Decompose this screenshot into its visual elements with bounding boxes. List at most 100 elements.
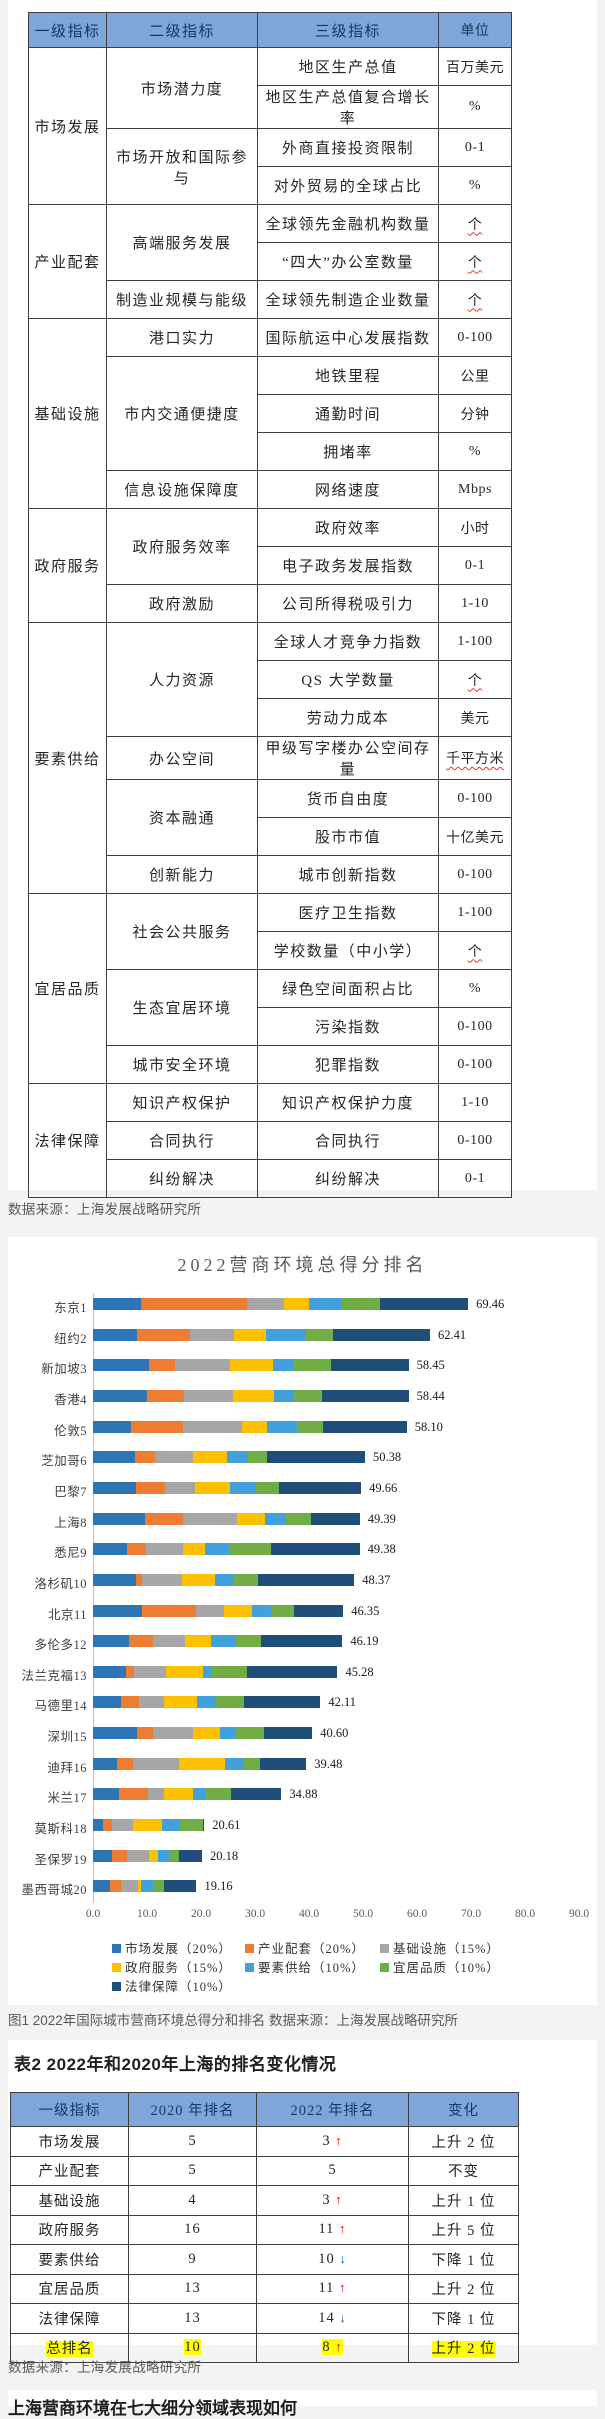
level2-indicator-cell: 市场潜力度: [106, 47, 258, 129]
bar-segment: [212, 1665, 248, 1678]
chart-city-label: 墨西哥城20: [21, 1883, 87, 1898]
level3-indicator-cell: 城市创新指数: [257, 855, 439, 894]
chart-row: 深圳15 40.60: [8, 1725, 597, 1744]
table1-header: 三级指标: [257, 12, 439, 48]
bar-total-label: 46.19: [350, 1634, 379, 1649]
indicator-cell: 政府服务: [10, 2214, 129, 2245]
bar-segment: [183, 1512, 238, 1525]
level2-indicator-cell: 生态宜居环境: [106, 969, 258, 1046]
table1-row: 要素供给 人力资源 全球人才竞争力指数 1-100: [28, 622, 512, 894]
bar-segment: [331, 1359, 409, 1372]
bar-segment: [182, 1573, 216, 1586]
level2-indicator-cell: 高端服务发展: [106, 204, 258, 281]
bar-segment: [116, 1757, 133, 1770]
stacked-bar: [93, 1604, 344, 1617]
level3-indicator-cell: 劳动力成本: [257, 698, 439, 737]
x-axis-tick-label: 50.0: [352, 1908, 374, 1920]
bar-segment: [120, 1696, 139, 1709]
unit-cell: 1-100: [438, 893, 512, 932]
table2-row: 政府服务 16 11 ↑ 上升 5 位: [10, 2214, 519, 2245]
change-cell: 不变: [408, 2155, 519, 2186]
bar-segment: [215, 1573, 235, 1586]
bar-segment: [93, 1389, 147, 1402]
table1-row: 电子政务发展指数 0-1: [29, 546, 512, 585]
rank-2022-cell: 14 ↓: [256, 2303, 409, 2334]
next-section-heading: 上海营商环境在七大细分领域表现如何: [8, 2399, 297, 2418]
bar-segment: [147, 1389, 184, 1402]
unit-cell: 分钟: [438, 394, 512, 433]
change-cell: 上升 2 位: [408, 2273, 519, 2304]
table1-row: 制造业规模与能级 全球领先制造企业数量个: [29, 280, 512, 319]
level3-indicator-cell: 全球领先制造企业数量: [257, 280, 439, 319]
chart-row: 东京1 69.46: [8, 1296, 597, 1315]
bar-segment: [247, 1665, 338, 1678]
bar-segment: [225, 1757, 243, 1770]
bar-segment: [247, 1298, 284, 1310]
level2-indicator-cell: 市场开放和国际参与: [106, 128, 258, 205]
table1-row: 市场开放和国际参与 外商直接投资限制 0-1: [29, 128, 512, 205]
bar-segment: [93, 1481, 136, 1494]
rank-2020-cell: 13: [128, 2303, 257, 2334]
level2-indicator-cell: 信息设施保障度: [106, 470, 258, 509]
table2-row: 要素供给 9 10 ↓ 下降 1 位: [10, 2244, 519, 2275]
legend-swatch-icon: [112, 1963, 121, 1972]
level2-indicator-cell: 市内交通便捷度: [106, 356, 258, 471]
chart-city-label: 法兰克福13: [21, 1668, 87, 1683]
down-arrow-icon: ↓: [339, 2309, 347, 2325]
unit-cell: 千平方米: [438, 736, 512, 780]
chart-row: 多伦多12 46.19: [8, 1633, 597, 1652]
unit-cell: %: [438, 969, 512, 1008]
bar-segment: [152, 1880, 164, 1893]
stacked-bar: [93, 1665, 338, 1678]
stacked-bar: [93, 1849, 202, 1862]
bar-segment: [142, 1573, 183, 1586]
legend-item: 产业配套（20%）: [245, 1938, 365, 1956]
chart-row: 香港4 58.44: [8, 1388, 597, 1407]
bar-total-label: 46.35: [351, 1603, 380, 1618]
level3-indicator-cell: QS 大学数量: [257, 660, 439, 699]
level1-indicator-cell: 法律保障: [28, 1083, 107, 1198]
legend-label: 政府服务（15%）: [125, 1961, 232, 1975]
chart-city-label: 洛杉矶10: [34, 1576, 87, 1591]
table1-header: 一级指标: [28, 12, 107, 48]
indicator-cell: 市场发展: [10, 2126, 129, 2157]
table1-row: 资本融通 货币自由度 0-100: [29, 779, 512, 856]
bar-segment: [220, 1727, 236, 1740]
unit-cell: 个: [438, 204, 512, 243]
rank-2022-cell: 3 ↑: [256, 2185, 409, 2216]
bar-segment: [256, 1481, 280, 1494]
chart-city-label: 北京11: [47, 1607, 87, 1622]
bar-segment: [203, 1819, 205, 1832]
chart-row: 洛杉矶10 48.37: [8, 1572, 597, 1591]
up-arrow-icon: ↑: [339, 2221, 347, 2237]
table2-header: 变化: [408, 2092, 519, 2127]
data-source-note-2: 数据来源：上海发展战略研究所: [8, 2360, 202, 2375]
level3-indicator-cell: 知识产权保护力度: [257, 1083, 439, 1122]
level2-indicator-cell: 城市安全环境: [106, 1045, 258, 1084]
legend-item: 政府服务（15%）: [112, 1957, 232, 1975]
bar-segment: [111, 1849, 127, 1862]
level3-indicator-cell: 对外贸易的全球占比: [257, 166, 439, 205]
bar-segment: [283, 1298, 309, 1310]
bar-segment: [380, 1298, 469, 1310]
indicator-cell: 产业配套: [10, 2155, 129, 2186]
bar-segment: [204, 1543, 229, 1556]
bar-segment: [342, 1298, 381, 1310]
bar-total-label: 50.38: [373, 1450, 402, 1465]
level2-indicator-cell: 资本融通: [106, 779, 258, 856]
bar-segment: [226, 1451, 249, 1464]
chart-city-label: 新加坡3: [41, 1362, 87, 1377]
bar-segment: [243, 1696, 321, 1709]
table1-row: 法律保障 知识产权保护 知识产权保护力度 1-10: [28, 1083, 512, 1198]
level3-indicator-cell: 地区生产总值: [257, 47, 439, 86]
bar-segment: [131, 1420, 183, 1433]
bar-segment: [228, 1543, 272, 1556]
chart-city-label: 莫斯科18: [34, 1822, 87, 1837]
stacked-bar: [93, 1298, 469, 1310]
bar-segment: [93, 1849, 112, 1862]
chart-city-label: 伦敦5: [54, 1423, 87, 1438]
table1-row: 地区生产总值复合增长率%: [29, 85, 512, 129]
table2-row: 市场发展 5 3 ↑ 上升 2 位: [10, 2126, 519, 2157]
bar-segment: [132, 1757, 180, 1770]
level3-indicator-cell: 货币自由度: [257, 779, 439, 818]
